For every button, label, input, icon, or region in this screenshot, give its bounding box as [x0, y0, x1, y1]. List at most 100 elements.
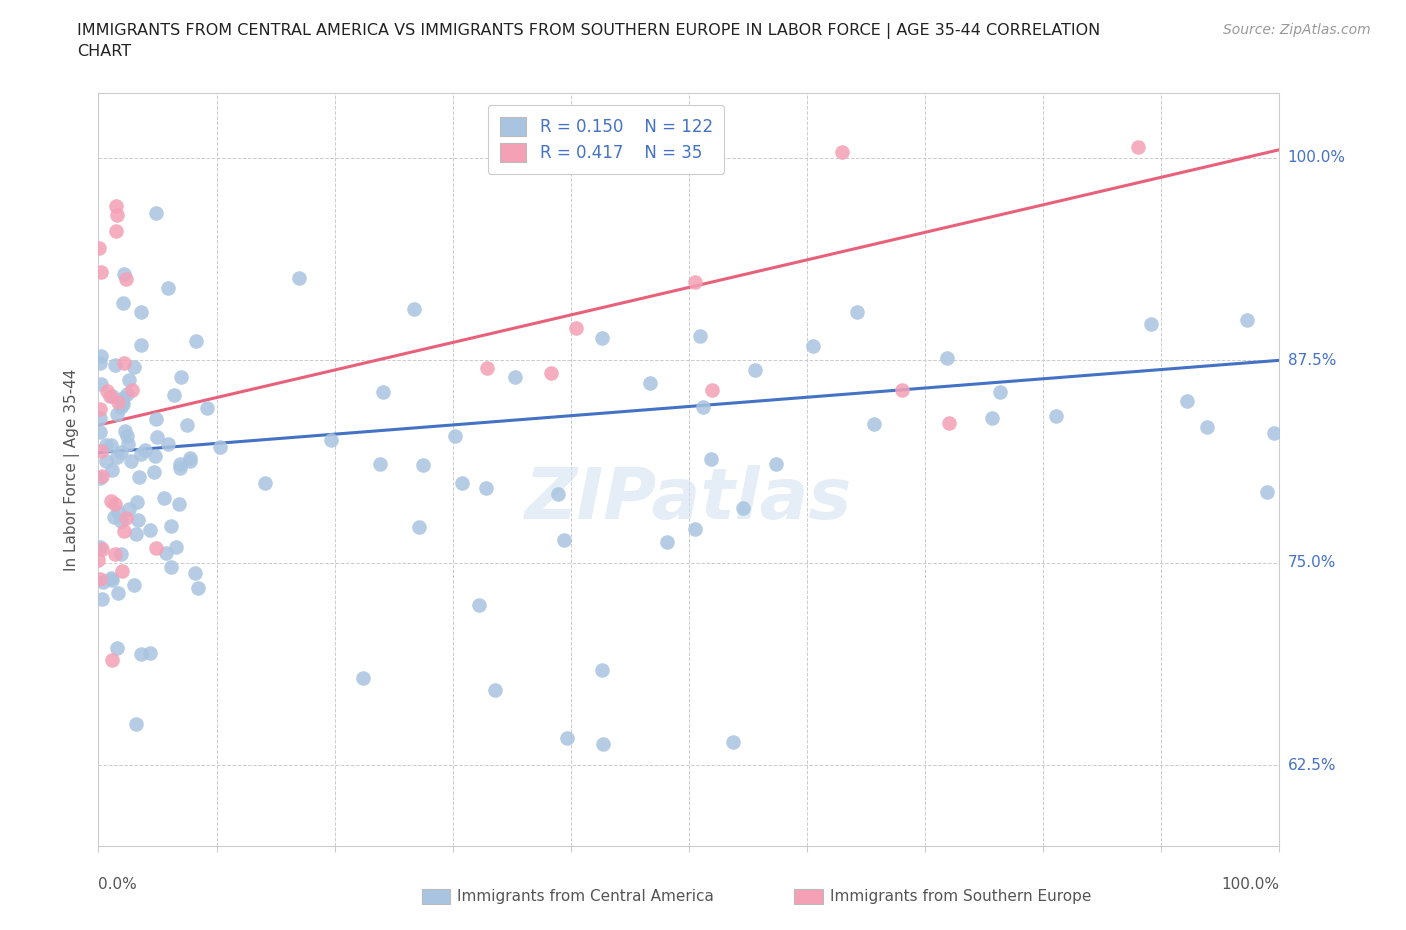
- Point: [146, 430, 169, 445]
- Point: [127, 512, 149, 527]
- Point: [368, 457, 391, 472]
- Point: [683, 274, 706, 289]
- Point: [90, 444, 112, 458]
- Point: [124, 578, 146, 592]
- Point: [121, 383, 143, 398]
- Point: [105, 207, 128, 222]
- Point: [1236, 312, 1258, 327]
- Point: [288, 271, 311, 286]
- Point: [89, 410, 111, 425]
- Point: [702, 382, 724, 397]
- Point: [169, 457, 191, 472]
- Point: [352, 671, 374, 685]
- Point: [90, 349, 112, 364]
- Point: [163, 387, 186, 402]
- Point: [371, 384, 394, 399]
- Point: [505, 369, 527, 384]
- Text: 0.0%: 0.0%: [98, 877, 138, 892]
- Legend: R = 0.150    N = 122, R = 0.417    N = 35: R = 0.150 N = 122, R = 0.417 N = 35: [488, 105, 724, 174]
- Point: [1045, 408, 1067, 423]
- Text: ZIPatlas: ZIPatlas: [526, 465, 852, 534]
- Point: [602, 154, 624, 169]
- Point: [692, 399, 714, 414]
- Point: [117, 501, 139, 516]
- Point: [134, 443, 156, 458]
- Point: [125, 526, 148, 541]
- Point: [89, 471, 111, 485]
- Point: [87, 241, 110, 256]
- Point: [187, 580, 209, 595]
- Point: [118, 373, 141, 388]
- Point: [655, 534, 678, 549]
- Point: [475, 361, 498, 376]
- Point: [981, 411, 1004, 426]
- Point: [107, 505, 129, 520]
- Point: [100, 437, 122, 452]
- Point: [94, 438, 117, 453]
- Point: [1197, 419, 1219, 434]
- Point: [156, 436, 179, 451]
- Point: [112, 356, 135, 371]
- Point: [152, 490, 174, 505]
- Point: [1256, 485, 1278, 499]
- Point: [831, 144, 853, 159]
- Point: [176, 418, 198, 432]
- Point: [87, 552, 110, 567]
- Point: [111, 397, 134, 412]
- Point: [90, 264, 112, 279]
- Point: [110, 547, 132, 562]
- Point: [129, 446, 152, 461]
- Point: [591, 663, 613, 678]
- Text: 100.0%: 100.0%: [1288, 151, 1346, 166]
- Point: [104, 357, 127, 372]
- Point: [170, 369, 193, 384]
- Point: [115, 272, 138, 286]
- Point: [90, 377, 112, 392]
- Point: [935, 351, 957, 365]
- Point: [101, 653, 124, 668]
- Point: [117, 436, 139, 451]
- Point: [115, 429, 138, 444]
- Point: [683, 522, 706, 537]
- Point: [209, 440, 232, 455]
- Point: [129, 338, 152, 352]
- Point: [101, 462, 124, 477]
- Point: [1126, 140, 1149, 154]
- Point: [565, 320, 588, 335]
- Point: [1140, 316, 1163, 331]
- Point: [160, 518, 183, 533]
- Point: [115, 511, 138, 525]
- Point: [1175, 393, 1198, 408]
- Point: [115, 386, 138, 401]
- Point: [89, 540, 111, 555]
- Point: [101, 389, 124, 404]
- Y-axis label: In Labor Force | Age 35-44: In Labor Force | Age 35-44: [63, 368, 80, 571]
- Point: [731, 500, 754, 515]
- Point: [111, 395, 134, 410]
- Point: [100, 570, 122, 585]
- Point: [112, 524, 135, 538]
- Point: [547, 486, 569, 501]
- Point: [165, 539, 187, 554]
- Point: [319, 432, 342, 447]
- Point: [179, 454, 201, 469]
- Point: [721, 734, 744, 749]
- Point: [1263, 425, 1285, 440]
- Text: 87.5%: 87.5%: [1288, 352, 1336, 367]
- Point: [110, 445, 132, 459]
- Point: [988, 384, 1011, 399]
- Point: [114, 423, 136, 438]
- Point: [557, 730, 579, 745]
- Point: [129, 304, 152, 319]
- Point: [107, 394, 129, 409]
- Point: [591, 330, 613, 345]
- Point: [167, 497, 190, 512]
- Point: [863, 416, 886, 431]
- Point: [890, 382, 912, 397]
- Point: [105, 450, 128, 465]
- Text: IMMIGRANTS FROM CENTRAL AMERICA VS IMMIGRANTS FROM SOUTHERN EUROPE IN LABOR FORC: IMMIGRANTS FROM CENTRAL AMERICA VS IMMIG…: [77, 23, 1101, 59]
- Point: [765, 456, 787, 471]
- Point: [128, 470, 150, 485]
- Point: [101, 573, 124, 588]
- Point: [89, 424, 111, 439]
